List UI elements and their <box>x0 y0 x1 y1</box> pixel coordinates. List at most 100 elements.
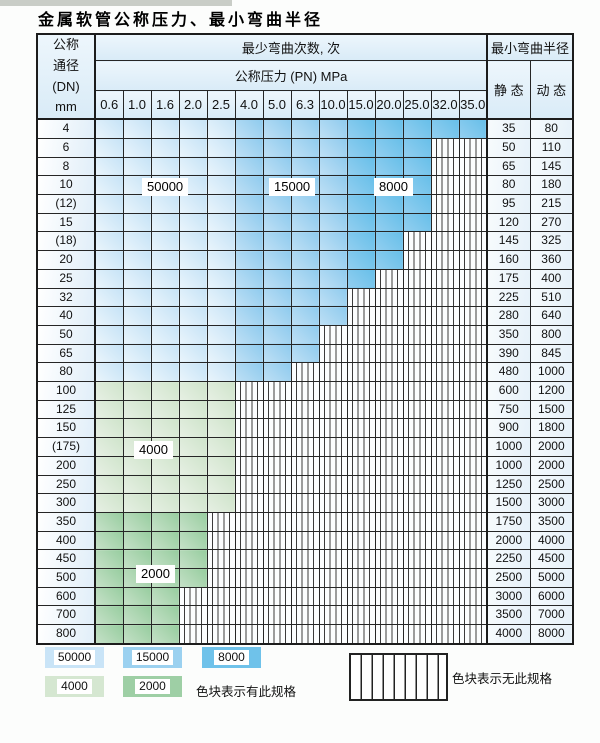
dn-cell: 500 <box>36 568 96 588</box>
spec-cell <box>262 118 292 139</box>
spec-cell <box>178 474 208 495</box>
no-spec-cell <box>318 586 348 607</box>
spec-cell <box>318 231 348 252</box>
spec-cell <box>234 231 264 252</box>
pressure-col-header: 5.0 <box>262 90 292 120</box>
spec-cell <box>150 156 180 177</box>
table-row: 65 390 845 <box>36 343 574 364</box>
no-spec-cell <box>234 530 264 551</box>
dynamic-radius-cell: 360 <box>529 250 574 270</box>
static-radius-cell: 80 <box>486 175 531 195</box>
spec-cell <box>402 118 432 139</box>
spec-cell <box>150 306 180 326</box>
no-spec-cell <box>458 381 488 401</box>
no-spec-cell <box>234 437 264 457</box>
no-spec-cell <box>458 399 488 420</box>
no-spec-cell <box>430 137 460 158</box>
page-title: 金属软管公称压力、最小弯曲半径 <box>38 10 324 29</box>
no-spec-cell <box>290 586 320 607</box>
spec-cell <box>262 212 292 233</box>
spec-cell <box>430 118 460 139</box>
dn-cell: 32 <box>36 287 96 308</box>
no-spec-cell <box>430 231 460 252</box>
no-spec-cell <box>318 455 348 476</box>
no-spec-cell <box>374 511 404 532</box>
dn-cell: 100 <box>36 381 96 401</box>
no-spec-cell <box>290 399 320 420</box>
spec-cell <box>94 455 124 476</box>
table-row: 500 2500 5000 <box>36 568 574 588</box>
spec-cell <box>150 194 180 214</box>
dn-cell: 25 <box>36 268 96 289</box>
no-spec-cell <box>318 381 348 401</box>
static-radius-cell: 225 <box>486 287 531 308</box>
table-row: 125 750 1500 <box>36 399 574 420</box>
spec-cell <box>150 586 180 607</box>
no-spec-cell <box>290 530 320 551</box>
spec-cell <box>150 418 180 439</box>
zone-label-8000: 8000 <box>374 178 413 196</box>
spec-cell <box>206 474 236 495</box>
legend-has-spec-text: 色块表示有此规格 <box>196 685 297 699</box>
spec-cell <box>346 268 376 289</box>
spec-cell <box>318 268 348 289</box>
no-spec-cell <box>374 381 404 401</box>
no-spec-cell <box>458 568 488 588</box>
spec-cell <box>122 118 152 139</box>
dynamic-radius-cell: 270 <box>529 212 574 233</box>
spec-cell <box>150 530 180 551</box>
pressure-header: 公称压力 (PN) MPa <box>94 59 488 92</box>
spec-cell <box>94 624 124 645</box>
legend-label: 4000 <box>57 679 92 694</box>
spec-cell <box>178 287 208 308</box>
static-radius-cell: 35 <box>486 118 531 139</box>
no-spec-cell <box>262 605 292 626</box>
no-spec-cell <box>318 362 348 383</box>
spec-cell <box>234 362 264 383</box>
no-spec-cell <box>402 231 432 252</box>
no-spec-cell <box>262 624 292 645</box>
no-spec-cell <box>402 437 432 457</box>
spec-cell <box>150 605 180 626</box>
scan-artifact-strip <box>0 0 232 6</box>
table-row: 8 65 145 <box>36 156 574 177</box>
dn-cell: 40 <box>36 306 96 326</box>
no-spec-cell <box>430 624 460 645</box>
no-spec-cell <box>374 605 404 626</box>
spec-cell <box>206 268 236 289</box>
legend-label: 50000 <box>53 650 96 665</box>
spec-cell <box>150 399 180 420</box>
table-row: 300 1500 3000 <box>36 493 574 513</box>
table-row: (175) 1000 2000 <box>36 437 574 457</box>
dn-cell: 800 <box>36 624 96 645</box>
spec-cell <box>234 250 264 270</box>
dn-cell: 20 <box>36 250 96 270</box>
dynamic-radius-cell: 180 <box>529 175 574 195</box>
legend-swatch-4000: 4000 <box>45 676 104 697</box>
no-spec-cell <box>458 250 488 270</box>
spec-cell <box>374 137 404 158</box>
no-spec-cell <box>318 549 348 570</box>
no-spec-cell <box>318 437 348 457</box>
no-spec-cell <box>430 605 460 626</box>
no-spec-cell <box>374 474 404 495</box>
no-spec-cell <box>458 287 488 308</box>
spec-cell <box>178 268 208 289</box>
no-spec-cell <box>290 549 320 570</box>
no-spec-cell <box>262 530 292 551</box>
no-spec-cell <box>290 362 320 383</box>
no-spec-cell <box>430 586 460 607</box>
spec-cell <box>262 194 292 214</box>
pressure-col-header: 0.6 <box>94 90 124 120</box>
no-spec-cell <box>458 175 488 195</box>
dynamic-radius-cell: 6000 <box>529 586 574 607</box>
spec-cell <box>178 549 208 570</box>
spec-cell <box>94 568 124 588</box>
legend-no-spec-swatch <box>349 653 448 701</box>
spec-cell <box>234 306 264 326</box>
no-spec-cell <box>374 287 404 308</box>
table-row: 32 225 510 <box>36 287 574 308</box>
no-spec-cell <box>430 455 460 476</box>
no-spec-cell <box>374 399 404 420</box>
no-spec-cell <box>346 324 376 345</box>
